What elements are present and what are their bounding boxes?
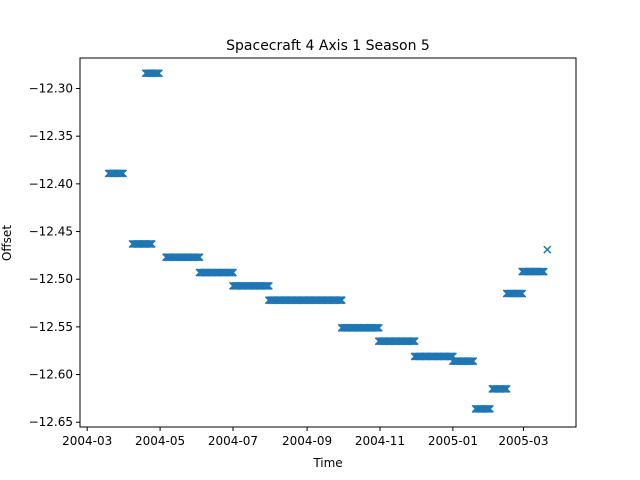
data-point	[407, 337, 416, 346]
data-point	[499, 384, 508, 393]
data-point	[516, 289, 526, 298]
data-point	[536, 267, 545, 276]
x-tick-label: 2004-09	[282, 434, 332, 448]
data-point	[263, 281, 272, 290]
y-tick-label: −12.65	[29, 415, 73, 429]
x-axis: 2004-03 2004-05 2004-07 2004-09 2004-11 2005-…	[62, 427, 548, 448]
data-point	[482, 404, 491, 413]
data-point	[191, 253, 200, 262]
data-point	[373, 323, 382, 332]
data-point	[335, 296, 344, 305]
data-point	[374, 323, 383, 332]
data-point	[151, 69, 160, 78]
data-point	[372, 323, 381, 332]
data-point	[371, 323, 380, 332]
data-point	[515, 289, 524, 298]
x-tick-label: 2004-03	[62, 434, 112, 448]
data-point	[485, 404, 494, 413]
data-point	[466, 357, 475, 366]
data-points	[104, 69, 552, 413]
data-point	[193, 253, 202, 262]
data-point	[514, 289, 523, 298]
data-point	[467, 357, 477, 366]
data-point	[465, 357, 474, 366]
plot-frame	[79, 57, 577, 428]
data-point	[409, 337, 418, 346]
x-axis-label: Time	[312, 456, 342, 470]
data-point	[538, 267, 547, 276]
data-point	[147, 239, 156, 248]
data-point	[539, 267, 548, 276]
data-point	[502, 384, 511, 393]
data-point	[501, 384, 510, 393]
data-point	[484, 404, 493, 413]
data-point	[261, 281, 270, 290]
x-tick-label: 2005-01	[428, 434, 478, 448]
data-point	[115, 169, 124, 178]
data-point	[334, 296, 343, 305]
data-point	[116, 169, 125, 178]
x-tick-label: 2004-07	[208, 434, 258, 448]
x-tick-label: 2005-03	[498, 434, 548, 448]
y-axis: −12.30 −12.35 −12.40 −12.45 −12.50 −12.55 −12.…	[29, 82, 80, 429]
data-point	[228, 268, 238, 277]
y-tick-label: −12.60	[29, 368, 73, 382]
y-tick-label: −12.55	[29, 320, 73, 334]
data-point	[194, 253, 203, 262]
data-point	[225, 268, 234, 277]
data-point	[152, 69, 161, 78]
data-point	[518, 289, 527, 298]
data-point	[537, 267, 546, 276]
data-point	[500, 384, 509, 393]
y-tick-label: −12.35	[29, 129, 73, 143]
data-point	[145, 239, 154, 248]
data-point	[117, 169, 126, 178]
data-point	[118, 169, 128, 178]
x-tick-label: 2004-05	[135, 434, 185, 448]
y-tick-label: −12.40	[29, 177, 73, 191]
y-tick-label: −12.30	[29, 82, 73, 96]
data-point	[195, 253, 204, 262]
y-tick-label: −12.45	[29, 225, 73, 239]
data-point	[408, 337, 417, 346]
data-point	[153, 69, 162, 78]
data-point	[226, 268, 235, 277]
data-point	[144, 239, 153, 248]
data-point	[469, 357, 478, 366]
data-point	[543, 245, 552, 254]
data-point	[154, 69, 163, 78]
data-point	[146, 239, 155, 248]
y-axis-label: Offset	[0, 225, 14, 261]
data-point	[336, 296, 345, 305]
data-point	[227, 268, 236, 277]
data-point	[262, 281, 271, 290]
data-point	[483, 404, 492, 413]
x-tick-label: 2004-11	[355, 434, 405, 448]
y-tick-label: −12.50	[29, 272, 73, 286]
chart-title: Spacecraft 4 Axis 1 Season 5	[226, 38, 430, 54]
data-point	[264, 281, 273, 290]
data-point	[337, 296, 346, 305]
data-point	[410, 337, 419, 346]
